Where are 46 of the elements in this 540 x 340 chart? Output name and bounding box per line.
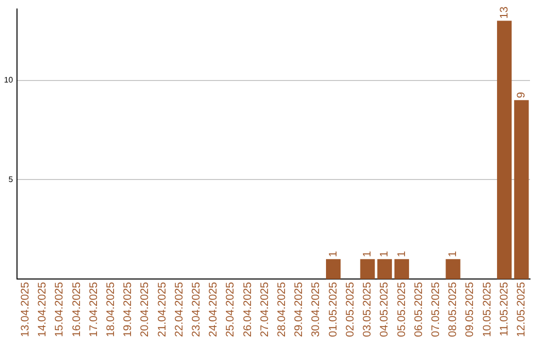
x-tick-label: 05.05.2025 <box>396 282 408 338</box>
x-tick-label: 30.04.2025 <box>310 282 322 338</box>
x-tick-label: 29.04.2025 <box>293 282 306 338</box>
x-tick-label: 21.04.2025 <box>156 282 168 338</box>
x-tick-label: 09.05.2025 <box>464 282 476 338</box>
x-tick-label: 02.05.2025 <box>344 282 356 338</box>
data-label: 1 <box>378 250 391 258</box>
x-tick-label: 15.04.2025 <box>54 282 66 338</box>
x-tick-label: 22.04.2025 <box>173 282 186 338</box>
x-tick-label: 07.05.2025 <box>430 282 442 338</box>
x-tick-label: 11.05.2025 <box>498 282 510 336</box>
x-tick-label: 04.05.2025 <box>378 282 391 338</box>
bar <box>446 259 460 279</box>
x-tick-label: 27.04.2025 <box>258 282 271 338</box>
bar <box>394 259 410 279</box>
x-tick-label: 24.04.2025 <box>208 282 220 338</box>
x-tick-label: 25.04.2025 <box>224 282 237 338</box>
bar <box>497 20 512 279</box>
data-label: 9 <box>515 92 528 98</box>
bar <box>377 259 392 279</box>
data-label: 13 <box>498 6 510 19</box>
x-tick-label: 01.05.2025 <box>327 282 340 338</box>
x-tick-label: 26.04.2025 <box>242 282 254 338</box>
bar <box>514 100 529 279</box>
x-tick-label: 20.04.2025 <box>139 282 152 338</box>
y-tick-label: 5 <box>8 174 14 184</box>
data-label: 1 <box>362 250 374 258</box>
x-tick-label: 18.04.2025 <box>105 282 117 338</box>
x-tick-label: 08.05.2025 <box>447 282 460 338</box>
x-tick-label: 16.04.2025 <box>70 282 83 338</box>
x-tick-label: 28.04.2025 <box>276 282 288 338</box>
x-tick-label: 17.04.2025 <box>88 282 100 338</box>
bar <box>360 259 375 279</box>
x-tick-label: 10.05.2025 <box>481 282 494 338</box>
x-tick-label: 13.04.2025 <box>19 282 32 338</box>
x-tick-label: 06.05.2025 <box>412 282 425 338</box>
data-label: 1 <box>447 250 460 258</box>
x-tick-label: 19.04.2025 <box>122 282 134 338</box>
data-label: 1 <box>327 250 340 258</box>
bar <box>326 259 341 279</box>
x-tick-label: 12.05.2025 <box>515 282 528 338</box>
x-tick-label: 03.05.2025 <box>362 282 374 338</box>
data-label: 1 <box>396 250 408 258</box>
x-tick-label: 23.04.2025 <box>190 282 203 338</box>
y-tick-label: 10 <box>4 76 14 85</box>
x-tick-label: 14.04.2025 <box>36 282 49 338</box>
